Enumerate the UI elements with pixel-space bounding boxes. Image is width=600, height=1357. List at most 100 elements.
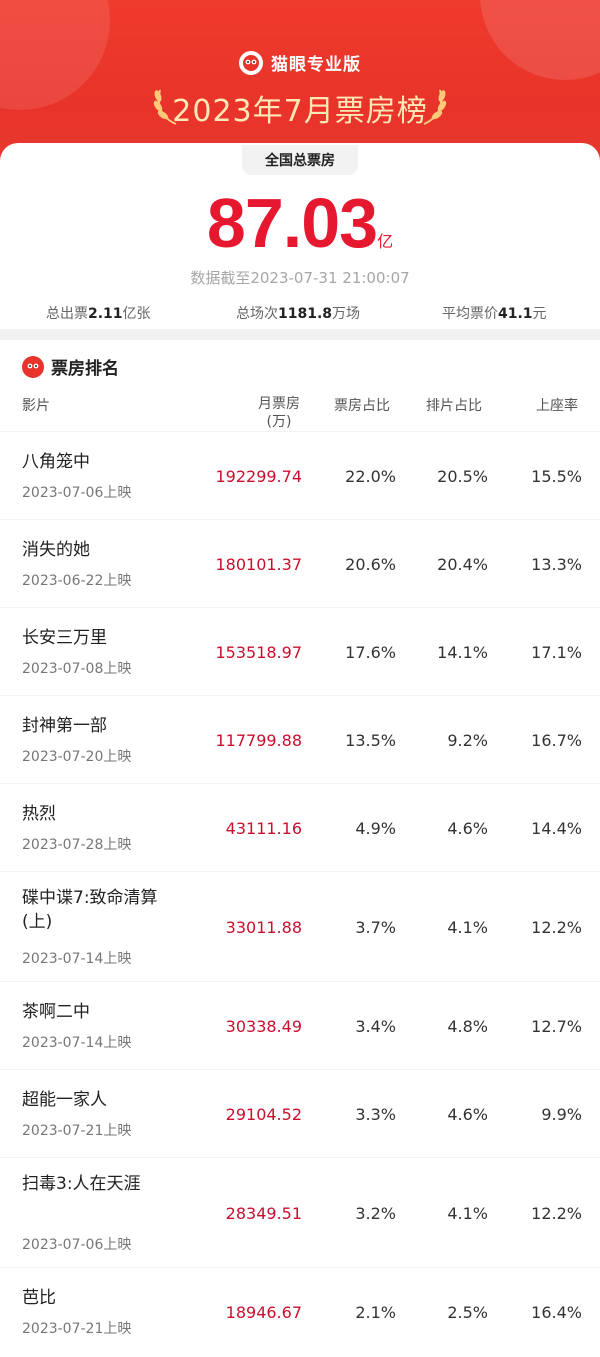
box-share-value: 3.2% — [355, 1204, 396, 1223]
table-row[interactable]: 超能一家人 2023-07-21上映 29104.52 3.3% 4.6% 9.… — [0, 1069, 600, 1157]
stat-unit: 万场 — [332, 306, 361, 322]
column-header-share: 票房占比 — [334, 398, 390, 414]
seat-rate-value: 16.7% — [531, 731, 582, 750]
schedule-share-value: 9.2% — [447, 731, 488, 750]
seat-rate-value: 12.7% — [531, 1017, 582, 1036]
ranking-title-text: 票房排名 — [51, 359, 119, 379]
seat-rate-value: 15.5% — [531, 467, 582, 486]
release-date: 2023-07-21上映 — [22, 1321, 132, 1337]
column-header-film: 影片 — [22, 398, 50, 414]
schedule-share-value: 4.6% — [447, 1105, 488, 1124]
box-share-value: 22.0% — [345, 467, 396, 486]
stats-row: 总出票2.11亿张 总场次1181.8万场 平均票价41.1元 — [0, 303, 600, 325]
release-date: 2023-07-06上映 — [22, 485, 132, 501]
column-header-seat-rate: 上座率 — [536, 398, 578, 414]
box-office-value: 18946.67 — [225, 1303, 302, 1322]
box-office-value: 30338.49 — [225, 1017, 302, 1036]
stat-value: 1181.8 — [278, 306, 333, 322]
release-date: 2023-07-08上映 — [22, 661, 132, 677]
film-title: 芭比 — [22, 1288, 56, 1308]
film-title: 超能一家人 — [22, 1090, 107, 1110]
seat-rate-value: 14.4% — [531, 819, 582, 838]
schedule-share-value: 14.1% — [437, 643, 488, 662]
stat-value: 2.11 — [88, 306, 123, 322]
box-office-value: 28349.51 — [225, 1204, 302, 1223]
film-title: 碟中谍7:致命清算(上) — [22, 888, 158, 932]
box-office-value: 33011.88 — [225, 918, 302, 937]
box-office-value: 117799.88 — [215, 731, 302, 750]
column-header-box-office: 月票房 (万) — [258, 395, 300, 431]
page-title: 2023年7月票房榜 — [172, 94, 428, 129]
seat-rate-value: 12.2% — [531, 918, 582, 937]
film-title: 封神第一部 — [22, 716, 107, 736]
stat-value: 41.1 — [498, 306, 533, 322]
stat-unit: 元 — [532, 306, 547, 322]
schedule-share-value: 4.8% — [447, 1017, 488, 1036]
box-office-value: 153518.97 — [215, 643, 302, 662]
box-office-value: 180101.37 — [215, 555, 302, 574]
brand: 猫眼专业版 — [0, 50, 600, 75]
seat-rate-value: 13.3% — [531, 555, 582, 574]
box-share-value: 17.6% — [345, 643, 396, 662]
box-share-value: 20.6% — [345, 555, 396, 574]
table-row[interactable]: 封神第一部 2023-07-20上映 117799.88 13.5% 9.2% … — [0, 695, 600, 783]
box-share-value: 2.1% — [355, 1303, 396, 1322]
total-label: 全国总票房 — [242, 145, 358, 175]
film-title: 扫毒3:人在天涯 — [22, 1174, 141, 1194]
box-share-value: 3.3% — [355, 1105, 396, 1124]
table-row[interactable]: 消失的她 2023-06-22上映 180101.37 20.6% 20.4% … — [0, 519, 600, 607]
stat-label: 平均票价 — [442, 306, 498, 322]
stat-label: 总场次 — [236, 306, 278, 322]
release-date: 2023-07-21上映 — [22, 1123, 132, 1139]
film-title: 长安三万里 — [22, 628, 107, 648]
column-header-box-line2: (万) — [266, 414, 292, 430]
column-header-box-line1: 月票房 — [258, 396, 300, 412]
film-title: 热烈 — [22, 804, 56, 824]
release-date: 2023-07-20上映 — [22, 749, 132, 765]
summary-card: 全国总票房 87.03亿 数据截至2023-07-31 21:00:07 总出票… — [0, 143, 600, 329]
release-date: 2023-07-14上映 — [22, 951, 132, 967]
table-row[interactable]: 扫毒3:人在天涯 2023-07-06上映 28349.51 3.2% 4.1%… — [0, 1157, 600, 1267]
film-title: 消失的她 — [22, 540, 90, 560]
cat-eye-logo-icon — [239, 50, 263, 75]
table-row[interactable]: 热烈 2023-07-28上映 43111.16 4.9% 4.6% 14.4% — [0, 783, 600, 871]
release-date: 2023-07-06上映 — [22, 1237, 132, 1253]
box-office-value: 43111.16 — [225, 819, 302, 838]
data-timestamp: 数据截至2023-07-31 21:00:07 — [190, 269, 410, 287]
table-row[interactable]: 芭比 2023-07-21上映 18946.67 2.1% 2.5% 16.4% — [0, 1267, 600, 1355]
cat-eye-logo-icon — [22, 355, 44, 378]
schedule-share-value: 4.6% — [447, 819, 488, 838]
total-box-office: 87.03亿 — [0, 183, 600, 263]
schedule-share-value: 4.1% — [447, 1204, 488, 1223]
release-date: 2023-07-28上映 — [22, 837, 132, 853]
film-title: 茶啊二中 — [22, 1002, 90, 1022]
box-share-value: 3.4% — [355, 1017, 396, 1036]
schedule-share-value: 2.5% — [447, 1303, 488, 1322]
stat-unit: 亿张 — [122, 306, 151, 322]
release-date: 2023-06-22上映 — [22, 573, 132, 589]
stat-shows: 总场次1181.8万场 — [236, 303, 360, 323]
laurel-right-icon — [423, 89, 447, 125]
seat-rate-value: 17.1% — [531, 643, 582, 662]
box-share-value: 13.5% — [345, 731, 396, 750]
schedule-share-value: 20.5% — [437, 467, 488, 486]
brand-name: 猫眼专业版 — [271, 55, 361, 75]
box-office-value: 29104.52 — [225, 1105, 302, 1124]
total-value: 87.03 — [206, 184, 378, 262]
box-share-value: 4.9% — [355, 819, 396, 838]
table-row[interactable]: 碟中谍7:致命清算(上) 2023-07-14上映 33011.88 3.7% … — [0, 871, 600, 981]
box-share-value: 3.7% — [355, 918, 396, 937]
total-unit: 亿 — [377, 232, 394, 251]
seat-rate-value: 16.4% — [531, 1303, 582, 1322]
seat-rate-value: 12.2% — [531, 1204, 582, 1223]
stat-label: 总出票 — [46, 306, 88, 322]
box-office-value: 192299.74 — [215, 467, 302, 486]
schedule-share-value: 20.4% — [437, 555, 488, 574]
table-row[interactable]: 八角笼中 2023-07-06上映 192299.74 22.0% 20.5% … — [0, 431, 600, 519]
seat-rate-value: 9.9% — [541, 1105, 582, 1124]
table-row[interactable]: 茶啊二中 2023-07-14上映 30338.49 3.4% 4.8% 12.… — [0, 981, 600, 1069]
ranking-section: 票房排名 影片 月票房 (万) 票房占比 排片占比 上座率 八角笼中 2023-… — [0, 340, 600, 1357]
table-row[interactable]: 长安三万里 2023-07-08上映 153518.97 17.6% 14.1%… — [0, 607, 600, 695]
stat-tickets: 总出票2.11亿张 — [46, 303, 151, 323]
laurel-left-icon — [153, 89, 177, 125]
